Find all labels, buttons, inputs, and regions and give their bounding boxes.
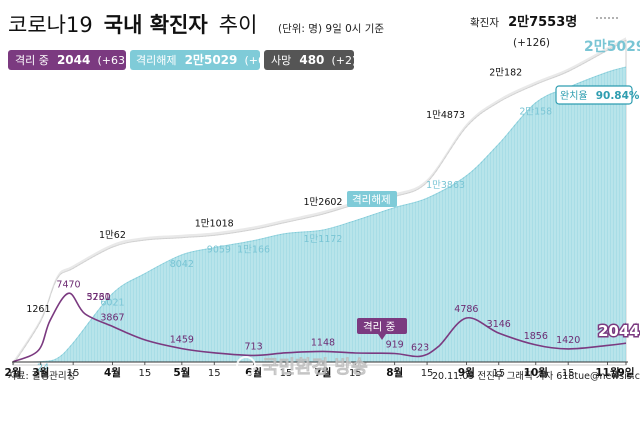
isolation-tag-pointer xyxy=(378,334,386,340)
credit-note: 20.11.09 전진우 그래픽 기자 618tue@newsis.com xyxy=(432,371,640,382)
title-part1: 코로나19 xyxy=(8,13,93,37)
isolation-value-label: 4786 xyxy=(454,304,478,315)
isolation-value-label: 3867 xyxy=(100,312,124,323)
released-area xyxy=(13,67,626,362)
page-title: 코로나19 국내 확진자 추이 xyxy=(8,13,257,37)
x-tick-label: 15 xyxy=(349,368,362,379)
isolation-value-label: 1148 xyxy=(311,337,335,348)
x-tick-label: 9월 xyxy=(458,366,475,379)
legend-deaths-delta: (+2) xyxy=(332,54,357,67)
x-tick-label: 7월 xyxy=(314,366,331,379)
legend-deaths: 사망 480 (+2) xyxy=(264,49,356,70)
released-value-label: 1만166 xyxy=(237,245,270,256)
legend-deaths-value: 480 xyxy=(299,53,324,67)
isolation-value-label: 1420 xyxy=(556,335,580,346)
x-tick-label: 15 xyxy=(421,368,434,379)
isolation-end-value: 2044 xyxy=(598,322,640,340)
recovery-rate-label: 완치율 xyxy=(560,90,588,102)
title-part3: 추이 xyxy=(219,13,258,37)
isolation-value-label: 7470 xyxy=(56,279,80,290)
x-tick-label: 10월 xyxy=(524,366,548,379)
recovery-rate-badge: 완치율 90.84% xyxy=(555,84,640,105)
released-area-group xyxy=(12,66,627,363)
confirmed-value-label: 1만1018 xyxy=(195,218,234,229)
confirmed-label-text: 확진자 xyxy=(470,16,499,29)
x-tick-label: 4월 xyxy=(104,366,121,379)
legend-isolation-delta: (+63) xyxy=(97,54,129,67)
legend-isolation-bg xyxy=(8,50,126,70)
recovery-rate-bg xyxy=(555,85,633,105)
x-tick-label: 5월 xyxy=(173,366,190,379)
legend-released-label: 격리해제 xyxy=(136,53,176,67)
isolation-tag-label: 격리 중 xyxy=(363,320,396,333)
x-tick-label: 15 xyxy=(67,368,80,379)
isolation-value-label: 623 xyxy=(411,342,429,353)
legend-deaths-text: 사망 480 (+2) xyxy=(271,49,356,68)
x-tick-label: 9일 xyxy=(618,366,635,379)
isolation-value-label: 713 xyxy=(245,341,263,352)
legend-deaths-label: 사망 xyxy=(271,54,291,67)
legend-isolation-label: 격리 중 xyxy=(15,54,49,67)
x-tick-label: 15 xyxy=(562,368,575,379)
released-tag-label: 격리해제 xyxy=(352,193,391,206)
legend-isolation: 격리 중 2044 (+63) xyxy=(8,49,129,70)
released-value-label: 1만3863 xyxy=(426,180,465,191)
confirmed-delta: (+126) xyxy=(513,37,550,49)
title-part2: 국내 확진자 xyxy=(104,13,209,37)
recovery-rate-value: 90.84% xyxy=(596,90,640,102)
isolation-value-label: 5261 xyxy=(86,292,110,303)
x-tick-label: 8월 xyxy=(386,366,403,379)
released-value-label: 2만158 xyxy=(519,107,552,118)
isolation-value-label: 1459 xyxy=(170,335,194,346)
data-labels: 1261 1만62 1만1018 1만2602 1만4873 2만182 24 6021 804… xyxy=(26,68,580,374)
confirmed-value-label: 1만2602 xyxy=(303,197,342,208)
legend-released: 격리해제 2만5029 (+61) xyxy=(130,50,276,70)
legend-isolation-text: 격리 중 2044 (+63) xyxy=(15,49,129,68)
legend-isolation-value: 2044 xyxy=(57,53,90,67)
watermark-logo: 국민환경 방송 xyxy=(236,356,368,378)
confirmed-value-label: 1만4873 xyxy=(426,110,465,121)
x-tick-label: 15 xyxy=(138,368,151,379)
released-end-value: 2만5029 xyxy=(584,39,640,55)
released-value-label: 6021 xyxy=(100,298,124,309)
confirmed-label: 확진자 2만7553명 xyxy=(470,11,577,30)
legend-deaths-bg xyxy=(264,50,354,70)
recovery-rate-text: 완치율 90.84% xyxy=(560,84,640,103)
x-tick-label: 15 xyxy=(280,368,293,379)
x-tick-label: 15 xyxy=(208,368,221,379)
x-tick-label: 11월 xyxy=(595,366,619,379)
isolation-value-label: 919 xyxy=(386,340,404,351)
released-tag-bg xyxy=(347,191,397,207)
watermark-text: 국민환경 방송 xyxy=(262,356,368,378)
legend-released-bg xyxy=(130,50,260,70)
x-tick-label: 3월 xyxy=(32,366,49,379)
released-value-label: 24 xyxy=(37,362,49,373)
isolation-series-tag: 격리 중 xyxy=(357,318,407,340)
isolation-tag-bg xyxy=(357,318,407,334)
confirmed-value-label: 1만62 xyxy=(99,230,126,241)
source-note: 자료: 질병관리청 xyxy=(8,370,75,382)
isolation-value-label: 3146 xyxy=(487,319,511,330)
released-value-label: 8042 xyxy=(170,259,194,270)
isolation-value-label: 1856 xyxy=(524,331,548,342)
confirmed-value: 2만7553명 xyxy=(508,14,577,30)
released-value-label: 1만1172 xyxy=(303,234,342,245)
x-tick-label: 2월 xyxy=(5,366,22,379)
isolation-value-label: 3730 xyxy=(86,292,110,303)
released-value-label: 9059 xyxy=(207,245,231,256)
x-tick-label: 15 xyxy=(492,368,505,379)
confirmed-value-label: 1261 xyxy=(26,304,50,315)
isolation-line-group xyxy=(12,292,627,363)
released-series-tag: 격리해제 xyxy=(347,191,397,207)
released-edge xyxy=(12,66,627,363)
unit-note: (단위: 명) 9일 0시 기준 xyxy=(278,22,384,35)
isolation-line xyxy=(12,292,627,363)
confirmed-value-label: 2만182 xyxy=(489,68,522,79)
legend-released-value: 2만5029 xyxy=(185,52,238,67)
